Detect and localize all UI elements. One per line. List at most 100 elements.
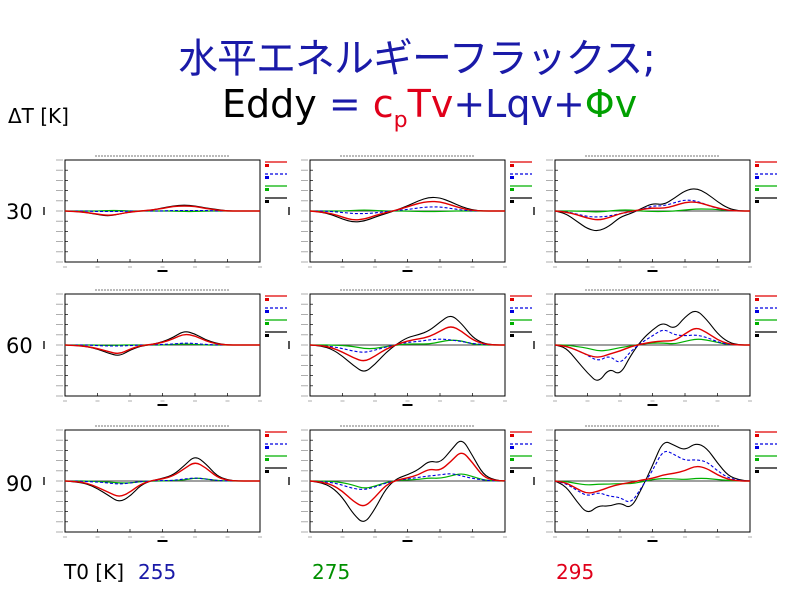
legend-marker [510,458,514,461]
series-cpTv [554,327,750,358]
series-total [309,315,505,372]
panel-30-295 [533,155,777,272]
panel-60-295 [533,289,777,406]
equation-token: Eddy [222,82,317,126]
series-phiv [310,473,505,489]
equation-token: v [614,82,638,126]
x-axis-label-mark [157,270,168,272]
legend-marker [510,310,514,313]
legend-marker [510,434,514,437]
row-label-60: 60 [6,334,33,358]
equation-token: Lqv [485,82,553,126]
series-Lqv [309,473,505,490]
legend-marker [510,322,514,325]
series-Lqv [554,450,751,503]
series-cpTv [64,205,260,216]
legend-marker [265,470,269,473]
legend-marker [755,298,759,301]
equation-token: c [372,82,394,126]
legend-marker [265,434,269,437]
legend-marker [755,458,759,461]
legend-marker [265,446,269,449]
equation-token: Tv [407,82,454,126]
legend-marker [755,176,759,179]
equation-token: + [453,82,486,126]
row-label-30: 30 [6,200,33,224]
legend-marker [265,164,269,167]
legend-marker [755,200,759,203]
legend-marker [265,176,269,179]
equation-token: = [316,82,373,126]
panel-60-255 [43,289,287,406]
row-label-90: 90 [6,472,33,496]
series-total [554,188,750,232]
x-axis-label-mark [157,404,168,406]
series-cpTv [64,462,260,497]
series-cpTv [554,201,750,221]
y-axis-label-mark [533,207,535,215]
equation-token: p [393,108,408,133]
series-total [554,441,751,513]
legend-marker [510,334,514,337]
equation-token: Φ [584,82,615,126]
legend-marker [510,188,514,191]
equation-token: + [552,82,585,126]
series-Lqv [554,329,750,363]
series-total [309,440,506,522]
legend-marker [510,298,514,301]
legend-marker [265,334,269,337]
y-axis-label-mark [43,477,45,485]
y-axis-label-mark [288,477,290,485]
series-total [554,310,750,381]
legend-marker [510,164,514,167]
legend-marker [755,188,759,191]
panel-30-255 [43,155,287,272]
legend-marker [510,200,514,203]
x-axis-label-mark [157,540,168,542]
legend-marker [755,334,759,337]
row-axis-label: ΔT [K] [8,104,69,128]
legend-marker [510,470,514,473]
series-phiv [554,208,750,213]
series-phiv [554,477,750,486]
panel-90-255 [43,425,287,542]
legend-marker [755,470,759,473]
legend-marker [265,310,269,313]
panel-60-275 [288,289,532,406]
y-axis-label-mark [43,207,45,215]
panel-90-295 [533,425,777,542]
x-axis-label-mark [647,270,658,272]
series-cpTv [64,333,260,355]
col-label-275: 275 [312,560,351,584]
y-axis-label-mark [288,207,290,215]
series-phiv [309,339,505,350]
page-title: 水平エネルギーフラックス; [178,36,656,82]
legend-marker [755,322,759,325]
series-phiv [554,338,750,352]
panel-90-275 [288,425,532,542]
y-axis-label-mark [43,341,45,349]
legend-marker [755,164,759,167]
panel-30-275 [288,155,532,272]
legend-marker [510,446,514,449]
legend-marker [755,310,759,313]
x-axis-label-mark [402,270,413,272]
col-label-255: 255 [138,560,177,584]
series-cpTv [309,200,505,221]
legend-marker [265,200,269,203]
column-axis-label: T0 [K] [64,560,125,584]
legend-marker [755,446,759,449]
eddy-equation: Eddy = cpTv+Lqv+Φv [222,82,638,133]
x-axis-label-mark [647,404,658,406]
series-cpTv [309,452,506,507]
y-axis-label-mark [533,341,535,349]
col-label-295: 295 [556,560,595,584]
series-total [64,331,260,356]
x-axis-label-mark [647,540,658,542]
y-axis-label-mark [533,477,535,485]
legend-marker [265,188,269,191]
legend-marker [510,176,514,179]
x-axis-label-mark [402,404,413,406]
legend-marker [755,434,759,437]
